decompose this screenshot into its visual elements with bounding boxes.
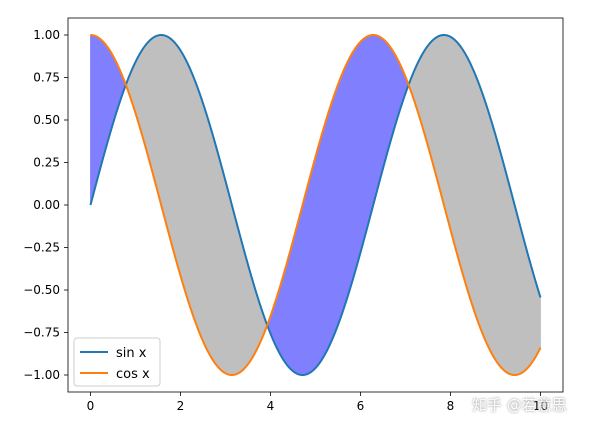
y-tick-label: 1.00 <box>33 28 60 42</box>
x-axis-ticks: 0 2 4 6 8 10 <box>87 392 548 413</box>
fill-region-sin-above <box>408 34 541 376</box>
y-tick-label: −0.50 <box>23 283 60 297</box>
y-tick-label: 0.25 <box>33 156 60 170</box>
x-tick-label: 4 <box>267 399 275 413</box>
fill-between-regions <box>90 34 541 376</box>
series-lines <box>89 33 542 377</box>
watermark: 知乎 @若意思 <box>472 396 567 414</box>
y-tick-label: −0.25 <box>23 241 60 255</box>
x-tick-label: 8 <box>447 399 455 413</box>
x-tick-label: 6 <box>357 399 365 413</box>
y-axis-ticks: −1.00 −0.75 −0.50 −0.25 0.00 0.25 0.50 0.75 1.00 <box>23 28 68 382</box>
fill-region-cos-above <box>90 34 127 206</box>
x-tick-label: 10 <box>533 399 548 413</box>
x-tick-label: 0 <box>87 399 95 413</box>
y-tick-label: −1.00 <box>23 368 60 382</box>
y-tick-label: 0.00 <box>33 198 60 212</box>
legend-label-cos: cos x <box>116 367 150 382</box>
x-tick-label: 2 <box>177 399 185 413</box>
legend-label-sin: sin x <box>116 346 147 361</box>
series-line-cos <box>90 34 542 377</box>
legend: sin x cos x <box>73 337 161 387</box>
series-line-sin <box>89 33 542 376</box>
y-tick-label: 0.50 <box>33 113 60 127</box>
y-tick-label: −0.75 <box>23 326 60 340</box>
y-tick-label: 0.75 <box>33 71 60 85</box>
